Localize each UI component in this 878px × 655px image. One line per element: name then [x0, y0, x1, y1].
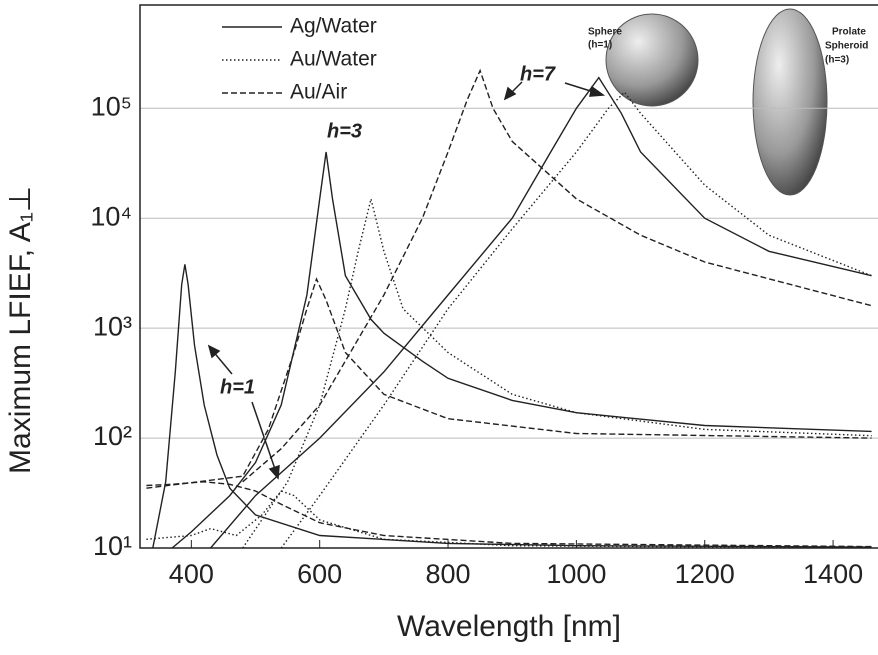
arrows: [207, 81, 606, 480]
inset-label: (h=1): [588, 40, 612, 51]
y-tick-label: 10¹: [93, 531, 132, 561]
x-axis-label: Wavelength [nm]: [397, 610, 621, 643]
annotation: h=3: [327, 120, 362, 142]
legend-label: Ag/Water: [290, 15, 377, 38]
spheroid-shape: [752, 8, 828, 196]
series-line: [146, 490, 872, 548]
y-tick-label: 10³: [93, 311, 132, 341]
inset: Sphere (h=1) Prolate Spheroid (h=3): [588, 8, 868, 196]
legend-label: Au/Water: [290, 48, 377, 71]
y-axis-label: Maximum LFIEF, A₁⊥: [4, 186, 37, 474]
plot-area: [146, 68, 872, 548]
annotation: h=1: [220, 376, 255, 398]
series-line: [242, 198, 872, 548]
plot-frame: [139, 4, 878, 549]
y-tick-label: 10²: [93, 421, 132, 451]
series-line: [146, 481, 872, 548]
inset-label: (h=3): [825, 55, 849, 66]
x-tick-label: 1400: [803, 559, 863, 589]
x-tick-label: 400: [169, 559, 214, 589]
y-tick-label: 10⁴: [90, 201, 132, 231]
x-tick-label: 600: [297, 559, 342, 589]
series-line: [280, 91, 872, 548]
annotation: h=7: [520, 63, 556, 85]
legend-label: Au/Air: [290, 81, 347, 104]
x-tick-label: 800: [426, 559, 471, 589]
sphere-shape: [605, 13, 699, 107]
x-tick-label: 1000: [546, 559, 606, 589]
inset-label: Prolate: [832, 27, 866, 38]
series-line: [146, 277, 872, 489]
series-line: [171, 151, 872, 548]
series-line: [152, 264, 872, 548]
series-line: [242, 68, 872, 483]
inset-label: Sphere: [588, 27, 622, 38]
inset-label: Spheroid: [825, 41, 868, 52]
series-line: [210, 76, 872, 548]
y-tick-label: 10⁵: [91, 91, 132, 121]
x-tick-label: 1200: [675, 559, 735, 589]
